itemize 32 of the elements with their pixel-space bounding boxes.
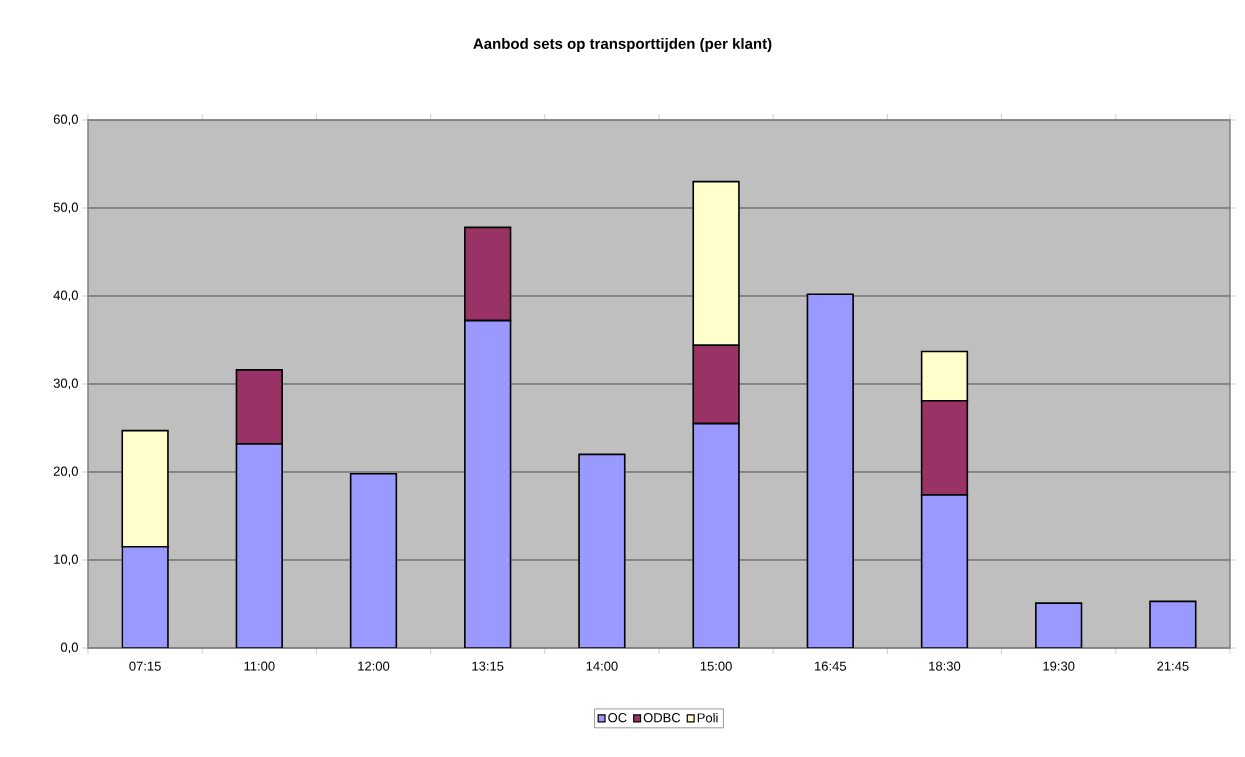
y-tick-label: 50,0 xyxy=(53,202,78,214)
bar xyxy=(578,453,626,648)
x-tick-label: 21:45 xyxy=(1157,661,1189,671)
y-tick-label: 40,0 xyxy=(53,290,78,302)
x-tick-label: 19:30 xyxy=(1043,661,1075,671)
bar xyxy=(235,369,283,445)
bar xyxy=(121,545,169,648)
y-tick-label: 30,0 xyxy=(53,378,78,390)
legend-label: ODBC xyxy=(643,713,681,723)
bar xyxy=(806,293,854,648)
legend-label: OC xyxy=(608,713,627,723)
y-tick-label: 60,0 xyxy=(53,114,78,126)
y-tick-label: 0,0 xyxy=(60,642,78,654)
x-tick-label: 11:00 xyxy=(244,661,275,671)
x-tick-label: 18:30 xyxy=(929,661,961,671)
x-tick-label: 13:15 xyxy=(472,661,504,671)
bar xyxy=(920,494,969,648)
bar xyxy=(1035,602,1083,648)
legend-label: Poli xyxy=(697,712,718,723)
x-tick-label: 07:15 xyxy=(129,661,161,671)
x-tick-label: 15:00 xyxy=(700,661,732,671)
x-tick-label: 16:45 xyxy=(815,661,846,671)
bar xyxy=(1149,600,1197,648)
bar xyxy=(692,422,740,648)
bar xyxy=(464,319,512,648)
bar xyxy=(349,472,398,648)
y-tick-label: 10,0 xyxy=(54,554,78,566)
bar xyxy=(235,443,283,648)
x-tick-label: 12:00 xyxy=(358,661,390,671)
chart-title: Aanbod sets op transporttijden (per klant) xyxy=(473,38,772,52)
y-tick-label: 20,0 xyxy=(53,466,78,478)
x-tick-label: 14:00 xyxy=(586,661,618,671)
